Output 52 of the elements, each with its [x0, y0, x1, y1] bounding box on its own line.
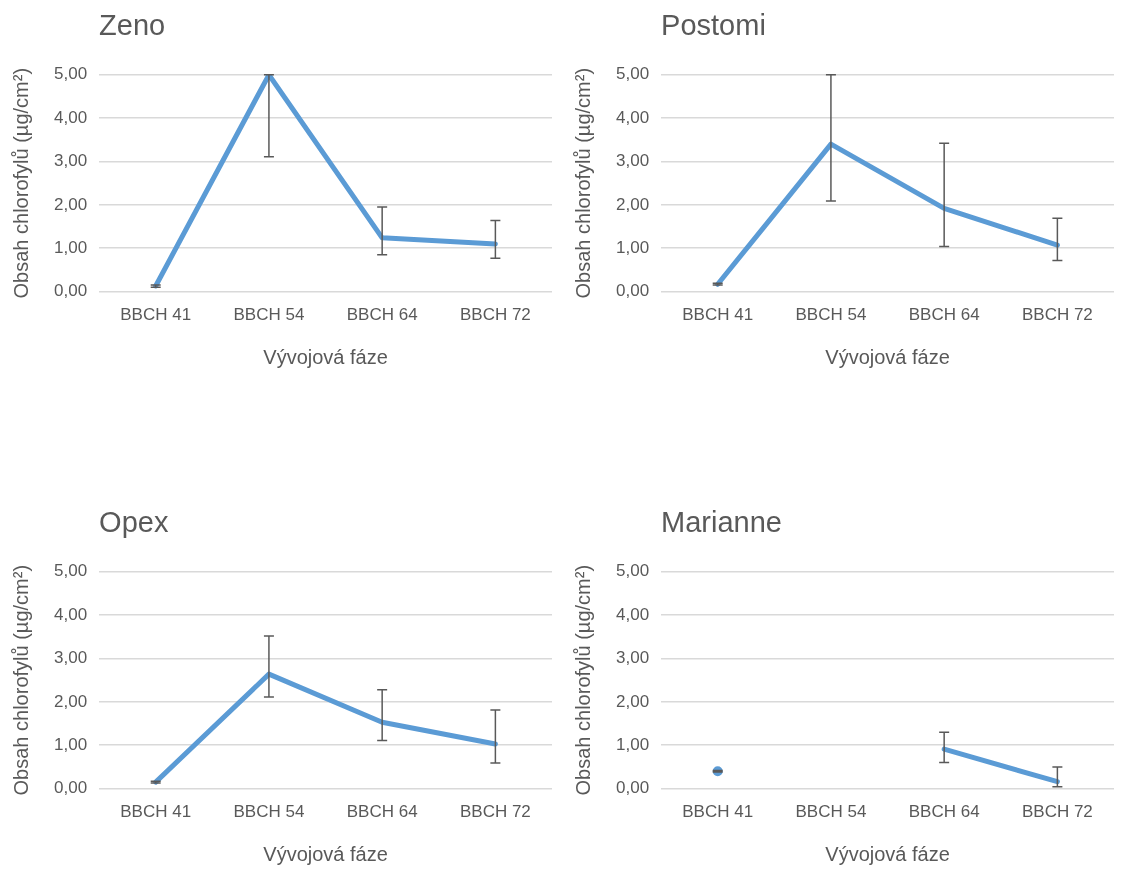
x-axis-title: Vývojová fáze	[825, 345, 950, 368]
y-axis-title: Obsah chlorofylů (µg/cm²)	[571, 67, 594, 299]
x-tick-label: BBCH 41	[682, 802, 754, 822]
y-tick-label: 1,00	[53, 237, 88, 257]
y-tick-label: 5,00	[615, 64, 650, 84]
x-tick-label: BBCH 64	[908, 802, 980, 822]
x-tick-label: BBCH 54	[233, 305, 305, 325]
chart-title: Zeno	[99, 9, 166, 42]
y-tick-label: 1,00	[53, 734, 88, 754]
y-tick-label: 4,00	[53, 107, 88, 127]
y-axis-title: Obsah chlorofylů (µg/cm²)	[9, 564, 32, 796]
y-tick-label: 1,00	[615, 734, 650, 754]
y-tick-label: 2,00	[53, 691, 88, 711]
x-tick-label: BBCH 41	[682, 305, 754, 325]
chart-title: Marianne	[661, 506, 782, 539]
y-tick-label: 0,00	[53, 778, 88, 798]
x-tick-label: BBCH 54	[233, 802, 305, 822]
y-tick-label: 2,00	[53, 194, 88, 214]
y-tick-label: 0,00	[53, 281, 88, 301]
y-tick-label: 3,00	[615, 151, 650, 171]
x-axis-title: Vývojová fáze	[263, 842, 388, 865]
y-tick-label: 2,00	[615, 194, 650, 214]
y-tick-label: 4,00	[615, 604, 650, 624]
y-tick-label: 5,00	[53, 64, 88, 84]
x-tick-label: BBCH 72	[459, 305, 531, 325]
y-tick-label: 5,00	[615, 561, 650, 581]
y-tick-label: 0,00	[615, 778, 650, 798]
x-axis-title: Vývojová fáze	[263, 345, 388, 368]
y-tick-label: 5,00	[53, 561, 88, 581]
y-tick-label: 1,00	[615, 237, 650, 257]
x-tick-label: BBCH 41	[120, 305, 192, 325]
x-tick-label: BBCH 72	[1021, 802, 1093, 822]
chart-title: Opex	[99, 506, 169, 539]
y-tick-label: 4,00	[615, 107, 650, 127]
y-tick-label: 4,00	[53, 604, 88, 624]
y-tick-label: 0,00	[615, 281, 650, 301]
x-axis-title: Vývojová fáze	[825, 842, 950, 865]
x-tick-label: BBCH 64	[346, 802, 418, 822]
x-tick-label: BBCH 54	[795, 305, 867, 325]
y-tick-label: 3,00	[53, 648, 88, 668]
chart-title: Postomi	[661, 9, 766, 42]
x-tick-label: BBCH 72	[1021, 305, 1093, 325]
y-tick-label: 3,00	[615, 648, 650, 668]
x-tick-label: BBCH 54	[795, 802, 867, 822]
x-tick-label: BBCH 64	[346, 305, 418, 325]
y-axis-title: Obsah chlorofylů (µg/cm²)	[571, 564, 594, 796]
x-tick-label: BBCH 64	[908, 305, 980, 325]
y-axis-title: Obsah chlorofylů (µg/cm²)	[9, 67, 32, 299]
x-tick-label: BBCH 41	[120, 802, 192, 822]
y-tick-label: 3,00	[53, 151, 88, 171]
x-tick-label: BBCH 72	[459, 802, 531, 822]
y-tick-label: 2,00	[615, 691, 650, 711]
